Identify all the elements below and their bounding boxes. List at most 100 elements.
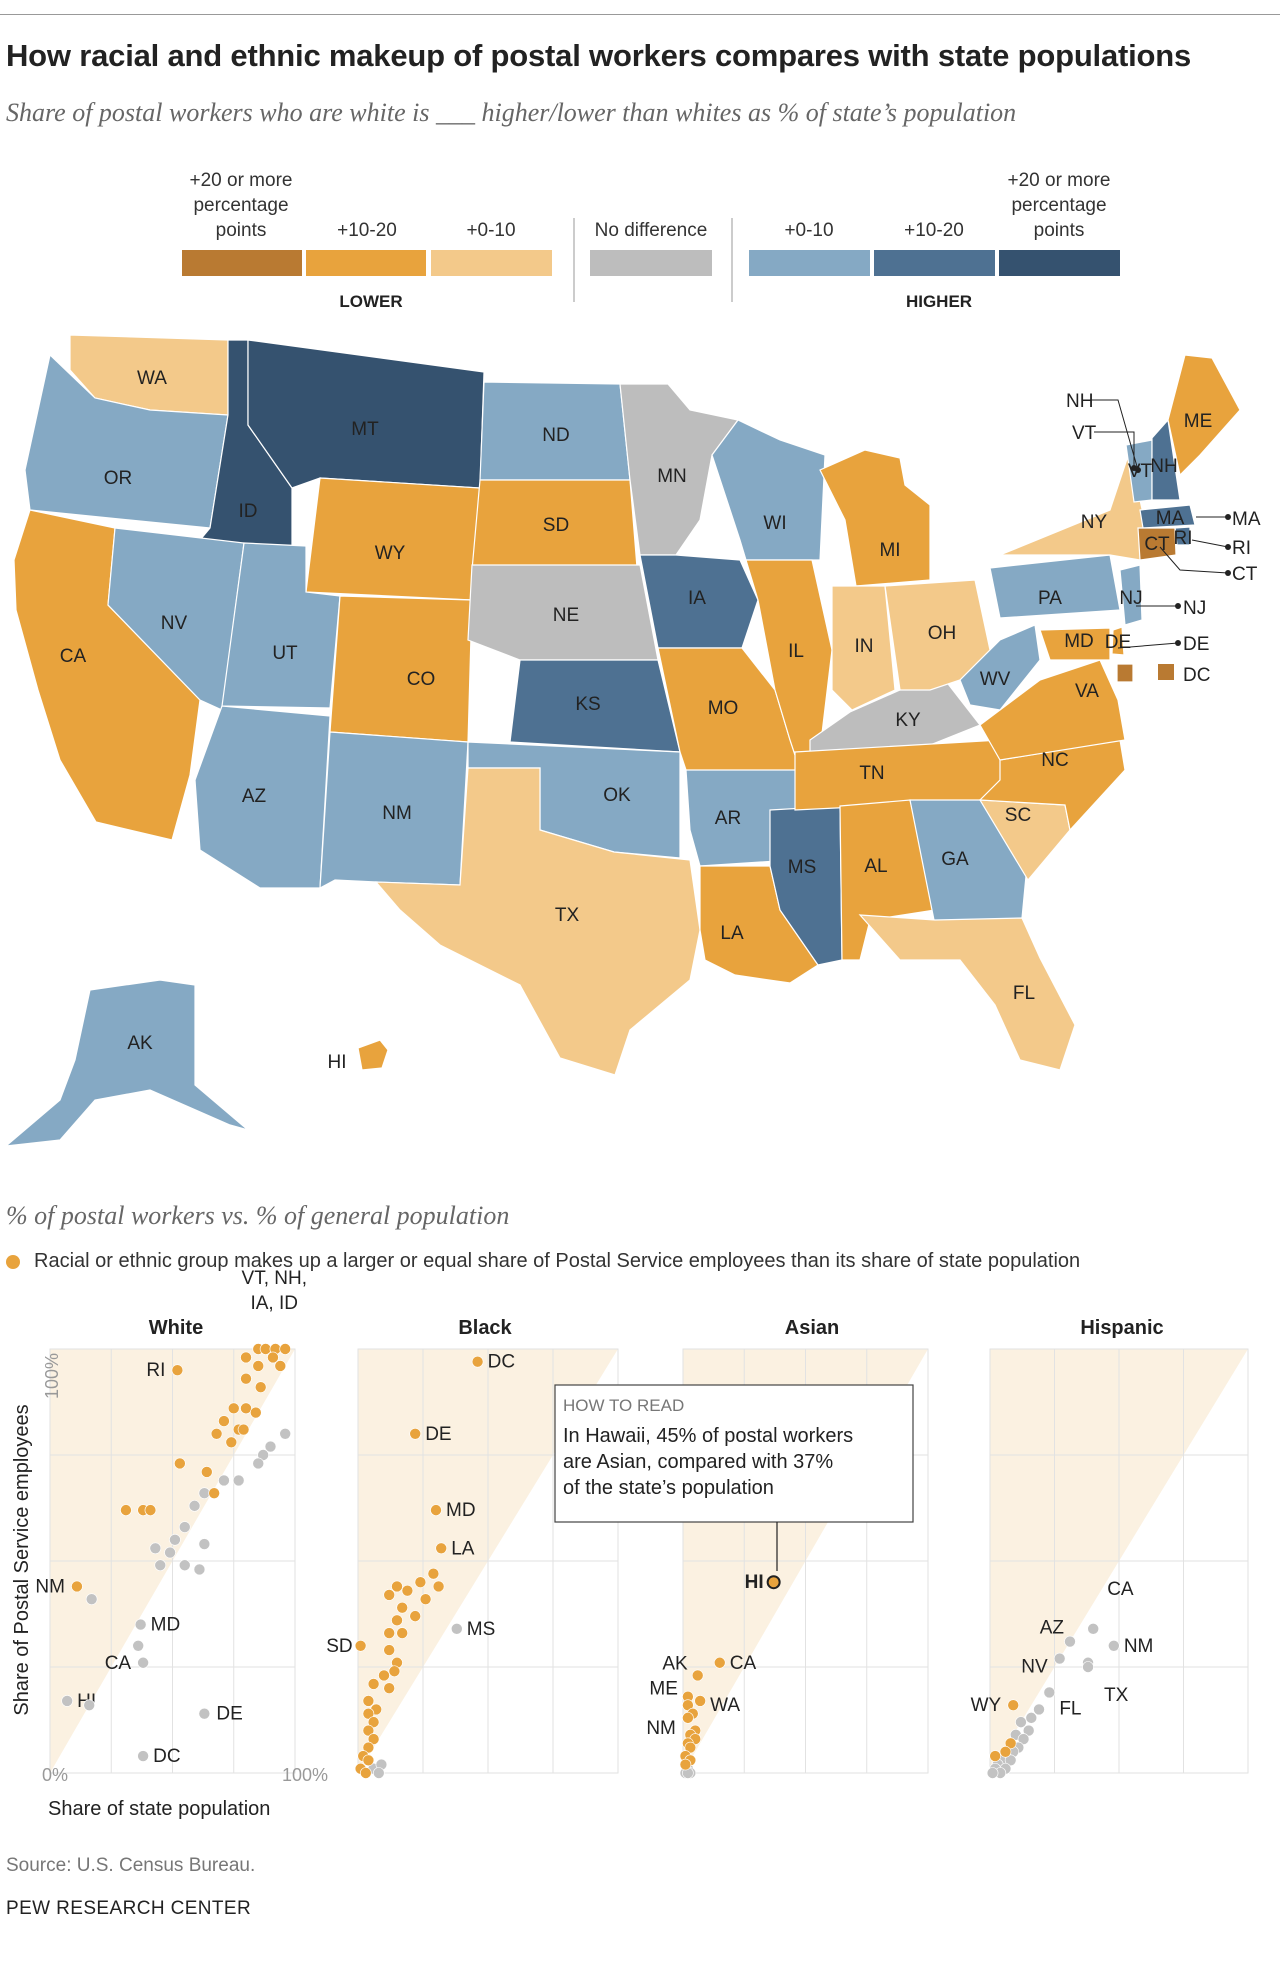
parity-region — [50, 1349, 295, 1773]
data-point — [986, 1767, 999, 1779]
data-point — [137, 1504, 149, 1516]
data-point — [269, 1343, 282, 1355]
y-tick-100: 100% — [42, 1353, 62, 1399]
legend-label-no-difference: No difference — [595, 220, 708, 241]
data-point — [991, 1758, 1004, 1771]
point-label: IA, ID — [250, 1293, 298, 1314]
state-label-ky: KY — [895, 710, 921, 731]
data-point — [149, 1542, 162, 1555]
state-co — [329, 595, 473, 743]
state-label-ar: AR — [715, 808, 741, 829]
parity-region — [990, 1349, 1248, 1773]
point-label: TX — [1104, 1685, 1129, 1706]
state-nh — [1151, 418, 1181, 501]
panel-title-white: White — [149, 1317, 203, 1339]
point-label: CA — [105, 1653, 132, 1674]
point-label: MD — [151, 1615, 181, 1636]
point-label: MS — [467, 1619, 496, 1640]
data-point — [240, 1402, 252, 1415]
data-point — [682, 1712, 694, 1724]
data-point — [997, 1754, 1009, 1767]
data-point — [232, 1423, 245, 1436]
state-label-mo: MO — [708, 698, 739, 719]
x-axis-title: Share of state population — [48, 1798, 270, 1820]
panel-hispanic: Hispanic CA NM AZ NV TX FL WY — [971, 1317, 1249, 1779]
callout-dot-ma — [1225, 514, 1231, 520]
data-point — [267, 1351, 279, 1364]
data-point — [257, 1449, 269, 1461]
legend-label-lower-20-line1: +20 or more — [190, 170, 293, 191]
data-point — [198, 1487, 211, 1499]
state-in — [831, 585, 896, 711]
state-ak — [4, 979, 249, 1147]
point-label: WY — [971, 1695, 1002, 1716]
data-point — [178, 1521, 191, 1533]
data-point — [367, 1678, 380, 1690]
dot-legend: Racial or ethnic group makes up a larger… — [6, 1250, 1080, 1273]
panel-frame — [682, 1348, 929, 1774]
data-point — [766, 1575, 781, 1590]
data-point — [686, 1707, 699, 1720]
state-label-ks: KS — [575, 694, 600, 715]
data-point — [61, 1695, 73, 1707]
state-mi — [819, 449, 931, 587]
color-legend: +20 or more percentage points +10-20 +0-… — [182, 170, 1120, 311]
data-point — [378, 1669, 390, 1682]
legend-lower-label: LOWER — [339, 292, 402, 311]
point-label: DC — [488, 1352, 515, 1373]
data-point — [383, 1682, 396, 1694]
data-point — [367, 1716, 380, 1728]
data-point — [432, 1580, 445, 1593]
data-point — [1004, 1754, 1017, 1767]
panel-title-asian: Asian — [785, 1317, 839, 1339]
state-label-mi: MI — [879, 540, 900, 561]
state-mn — [619, 383, 740, 556]
legend-label-lower-10-20: +10-20 — [337, 220, 397, 241]
state-label-ne: NE — [553, 605, 579, 626]
point-label: CA — [1107, 1579, 1134, 1600]
state-wy — [305, 477, 481, 601]
state-label-oh: OH — [928, 623, 957, 644]
data-point — [362, 1754, 375, 1767]
state-label-mn: MN — [657, 466, 687, 487]
state-md — [1039, 627, 1111, 661]
x-tick-100: 100% — [282, 1765, 328, 1785]
callout-label-dc: DC — [1183, 665, 1210, 686]
data-point — [71, 1580, 83, 1593]
data-point — [396, 1601, 409, 1614]
data-point — [1012, 1741, 1025, 1754]
data-point — [362, 1695, 375, 1707]
state-label-ok: OK — [603, 785, 631, 806]
callout-dot-vt — [1131, 465, 1137, 471]
chart-subtitle: Share of postal workers who are white is… — [6, 98, 1017, 127]
point-label: NM — [1124, 1636, 1154, 1657]
state-nc — [978, 739, 1126, 832]
callout-label-de: DE — [1183, 634, 1209, 655]
point-label: ME — [649, 1679, 678, 1700]
state-me — [1167, 354, 1241, 477]
data-point — [193, 1563, 206, 1576]
data-point — [1004, 1737, 1017, 1750]
state-label-mt: MT — [351, 419, 379, 440]
panel-black: Black MS DC DE MD LA SD — [326, 1317, 619, 1779]
callout-label-ct: CT — [1232, 564, 1258, 585]
data-point — [218, 1415, 230, 1427]
callout-label-nh: NH — [1066, 391, 1093, 412]
data-point — [1064, 1635, 1076, 1648]
state-label-ny: NY — [1081, 512, 1108, 533]
data-point — [367, 1762, 380, 1775]
legend-label-lower-20-line2: percentage — [193, 195, 288, 216]
state-label-il: IL — [788, 641, 804, 662]
panel-frame — [357, 1348, 619, 1774]
legend-label-higher-20-line2: percentage — [1011, 195, 1106, 216]
point-label: NV — [1021, 1657, 1048, 1678]
data-point — [362, 1741, 375, 1754]
data-point — [137, 1750, 149, 1762]
data-point — [240, 1372, 252, 1385]
state-fl — [858, 914, 1076, 1071]
data-point — [201, 1466, 213, 1478]
state-nj — [1119, 564, 1143, 626]
panel-asian: Asian HI CA AK ME WA NM — [646, 1317, 929, 1779]
point-label: HI — [77, 1691, 96, 1712]
state-label-az: AZ — [242, 786, 267, 807]
